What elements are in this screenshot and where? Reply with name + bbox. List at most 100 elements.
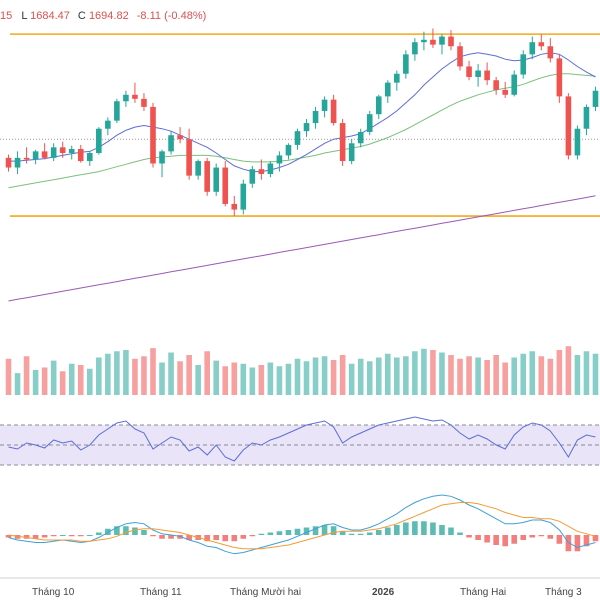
candle[interactable] xyxy=(23,147,30,164)
macd-histogram-bar xyxy=(105,528,111,535)
macd-histogram-bar xyxy=(285,530,292,535)
candle[interactable] xyxy=(59,141,66,158)
candle[interactable] xyxy=(14,151,21,175)
candle[interactable] xyxy=(520,50,527,79)
candle[interactable] xyxy=(348,139,355,165)
close-value: 1694.82 xyxy=(89,10,129,22)
volume-bar xyxy=(213,360,220,395)
candle[interactable] xyxy=(330,94,337,126)
ma-long-line xyxy=(8,195,596,302)
candle[interactable] xyxy=(384,80,391,103)
candle[interactable] xyxy=(439,34,445,55)
macd-histogram-bar xyxy=(132,527,138,535)
candle-body xyxy=(439,36,445,45)
candle-body xyxy=(430,39,436,45)
candle[interactable] xyxy=(285,143,292,160)
candle[interactable] xyxy=(466,60,472,81)
candle-body xyxy=(141,98,147,107)
candle[interactable] xyxy=(556,54,563,103)
candle[interactable] xyxy=(547,38,554,63)
candle[interactable] xyxy=(177,127,183,144)
candle-body xyxy=(59,147,66,153)
candle[interactable] xyxy=(249,165,256,188)
candle-body xyxy=(14,157,21,168)
candle-body xyxy=(384,82,391,97)
candle[interactable] xyxy=(502,81,508,99)
candle[interactable] xyxy=(366,110,373,136)
candle[interactable] xyxy=(421,31,427,51)
candle[interactable] xyxy=(511,70,518,97)
macd-histogram-bar xyxy=(150,535,156,537)
candle[interactable] xyxy=(484,62,490,86)
macd-histogram-bar xyxy=(520,535,527,540)
candle[interactable] xyxy=(186,128,192,180)
candle[interactable] xyxy=(357,128,364,148)
candle[interactable] xyxy=(258,159,265,180)
candle[interactable] xyxy=(77,144,84,163)
candle[interactable] xyxy=(457,42,463,71)
candle[interactable] xyxy=(204,157,210,196)
candle[interactable] xyxy=(123,90,129,107)
candle[interactable] xyxy=(150,102,156,168)
candle[interactable] xyxy=(475,64,481,87)
candle[interactable] xyxy=(68,145,75,160)
candle[interactable] xyxy=(394,70,400,91)
volume-bar xyxy=(357,358,364,395)
macd-histogram-bar xyxy=(475,535,481,540)
candle[interactable] xyxy=(538,34,545,51)
macd-histogram-bar xyxy=(23,535,30,539)
candle[interactable] xyxy=(529,36,536,60)
candle[interactable] xyxy=(32,149,39,165)
candle-body xyxy=(258,169,265,175)
candle[interactable] xyxy=(412,38,418,61)
macd-histogram-bar xyxy=(114,526,120,535)
volume-bar xyxy=(186,355,192,395)
candle[interactable] xyxy=(231,195,238,217)
volume-bar xyxy=(14,373,21,395)
candle[interactable] xyxy=(41,143,48,160)
candle[interactable] xyxy=(5,154,12,172)
candle[interactable] xyxy=(105,117,111,136)
candle[interactable] xyxy=(159,149,165,178)
candle[interactable] xyxy=(583,104,590,136)
candle[interactable] xyxy=(114,98,120,124)
candle[interactable] xyxy=(294,128,301,150)
macd-histogram-bar xyxy=(330,526,337,535)
candle[interactable] xyxy=(141,93,147,111)
candle[interactable] xyxy=(195,159,201,180)
candle[interactable] xyxy=(321,96,328,118)
candle[interactable] xyxy=(222,161,229,207)
candle[interactable] xyxy=(574,125,581,160)
rsi-line xyxy=(8,416,596,462)
candle-body xyxy=(484,70,490,81)
macd-histogram-bar xyxy=(511,535,518,544)
candle[interactable] xyxy=(375,94,382,120)
candle-body xyxy=(502,89,508,95)
volume-bar xyxy=(276,366,283,395)
candle[interactable] xyxy=(448,30,454,51)
candle[interactable] xyxy=(267,161,274,178)
candle[interactable] xyxy=(312,106,319,129)
candle[interactable] xyxy=(276,151,283,172)
volume-bar xyxy=(231,362,238,395)
candle[interactable] xyxy=(50,143,57,162)
candle-body xyxy=(267,163,274,175)
candle[interactable] xyxy=(430,28,436,48)
candle-body xyxy=(41,151,48,158)
candle[interactable] xyxy=(493,76,499,95)
candle[interactable] xyxy=(213,163,220,196)
candle[interactable] xyxy=(592,86,599,111)
candle[interactable] xyxy=(303,119,310,137)
volume-bar xyxy=(141,356,147,395)
candle[interactable] xyxy=(339,119,346,166)
candle[interactable] xyxy=(240,179,247,215)
candle[interactable] xyxy=(132,82,138,103)
candle[interactable] xyxy=(96,127,102,155)
candle[interactable] xyxy=(403,50,409,79)
candle[interactable] xyxy=(86,151,93,166)
volume-bar xyxy=(375,357,382,395)
candle[interactable] xyxy=(168,131,174,155)
candle[interactable] xyxy=(565,93,572,160)
